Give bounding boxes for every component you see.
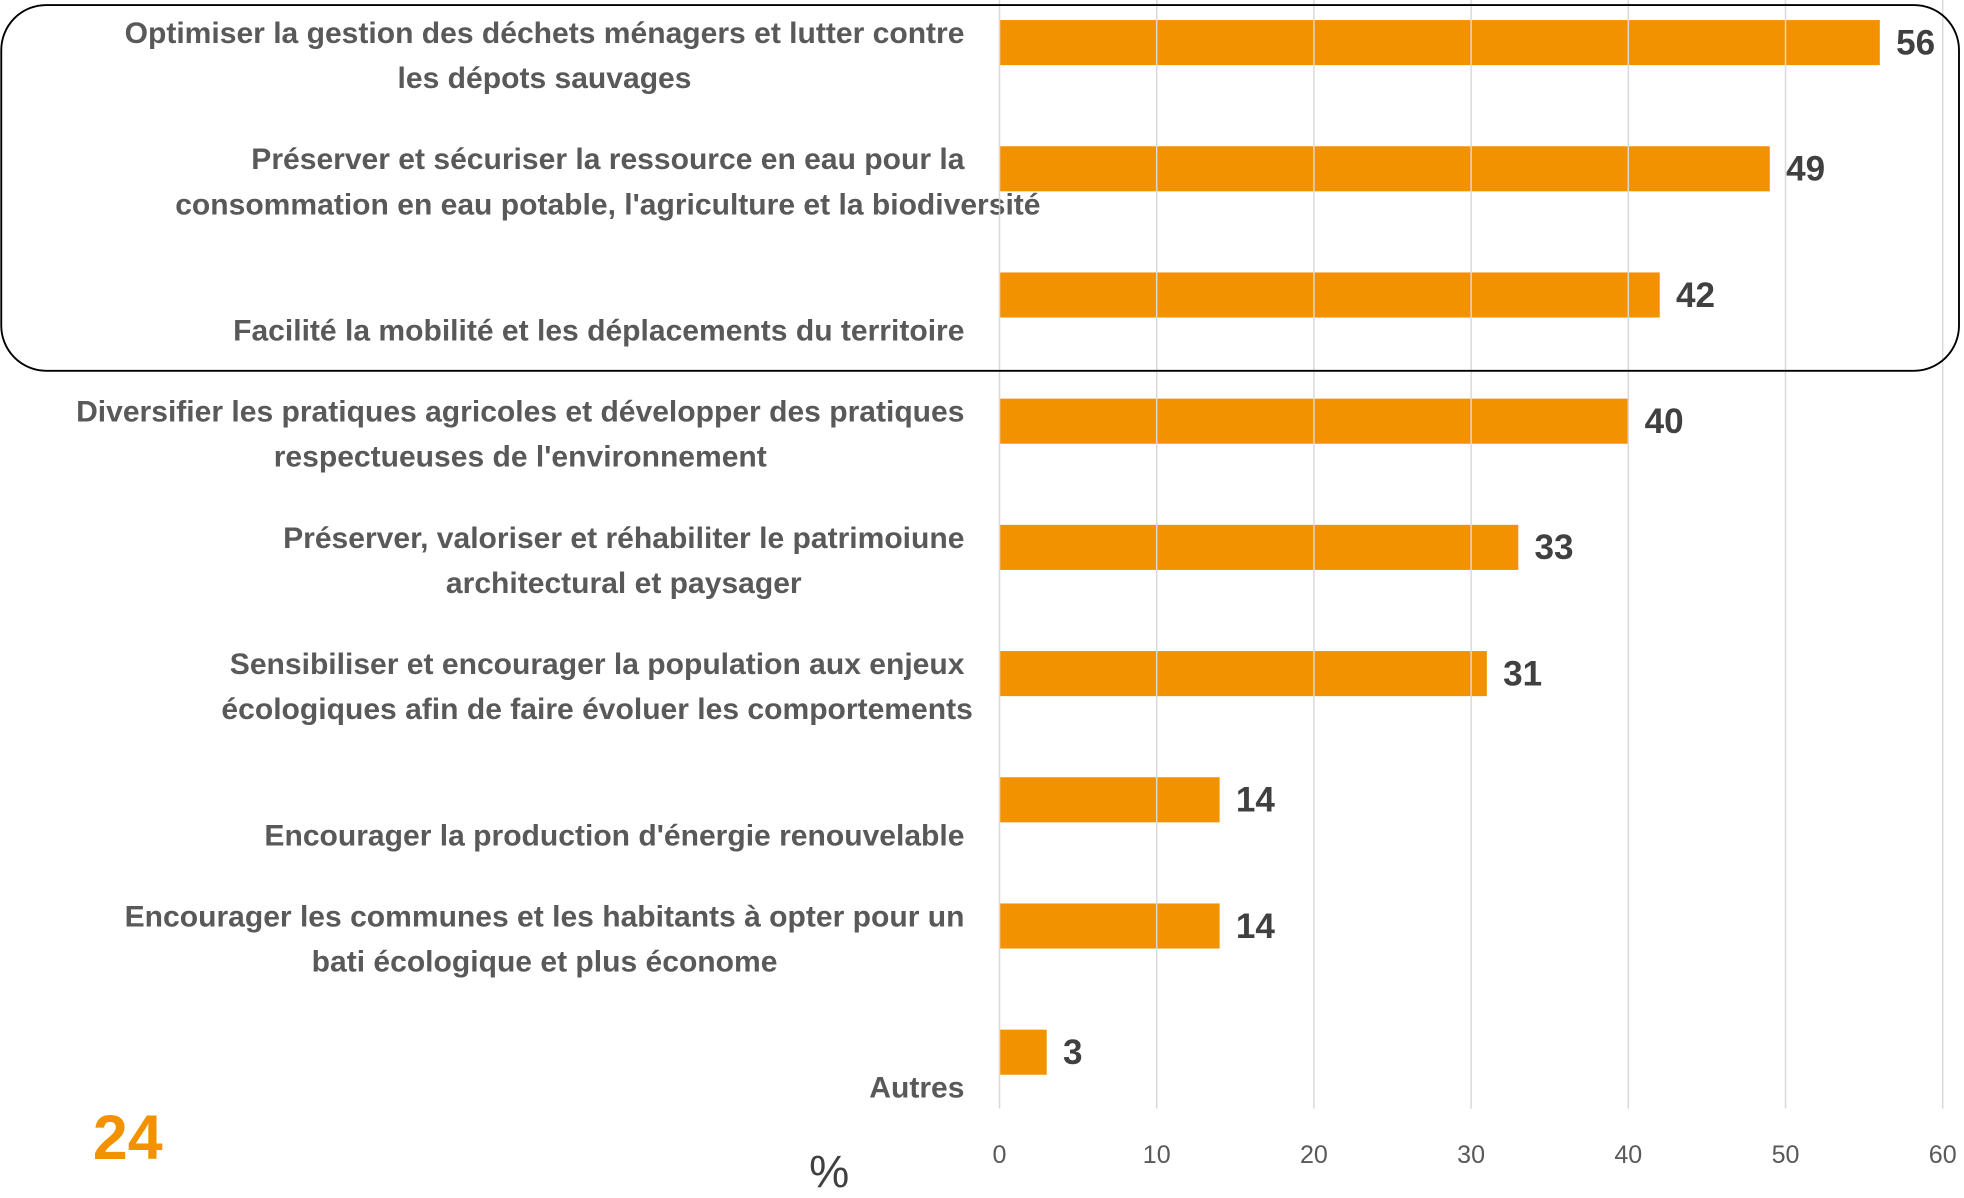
category-label: architectural et paysager xyxy=(446,567,802,600)
x-tick-label: 30 xyxy=(1457,1141,1485,1169)
value-label: 33 xyxy=(1535,528,1574,567)
x-tick-label: 50 xyxy=(1772,1141,1800,1169)
value-label: 42 xyxy=(1676,276,1715,315)
value-label: 3 xyxy=(1063,1033,1083,1072)
x-tick-label: 10 xyxy=(1143,1141,1171,1169)
x-tick-label: 0 xyxy=(993,1141,1007,1169)
category-label: respectueuses de l'environnement xyxy=(274,441,767,474)
category-label: Diversifier les pratiques agricoles et d… xyxy=(76,396,964,429)
x-axis-label: % xyxy=(809,1146,849,1197)
bar xyxy=(999,20,1880,66)
bar xyxy=(999,1029,1047,1075)
bar xyxy=(999,903,1220,949)
category-label: Préserver et sécuriser la ressource en e… xyxy=(251,143,964,176)
bar xyxy=(999,272,1660,318)
category-label: Préserver, valoriser et réhabiliter le p… xyxy=(283,522,964,555)
bar xyxy=(999,777,1220,823)
value-label: 40 xyxy=(1645,402,1684,441)
category-label: consommation en eau potable, l'agricultu… xyxy=(175,188,1040,221)
value-label: 14 xyxy=(1236,781,1275,820)
x-tick-label: 60 xyxy=(1929,1141,1957,1169)
category-label: bati écologique et plus économe xyxy=(312,946,778,979)
value-label: 56 xyxy=(1896,23,1935,62)
category-label: écologiques afin de faire évoluer les co… xyxy=(221,693,972,726)
x-tick-label: 40 xyxy=(1614,1141,1642,1169)
category-label: Sensibiliser et encourager la population… xyxy=(230,648,965,681)
category-label: Encourager la production d'énergie renou… xyxy=(264,819,964,852)
page-number: 24 xyxy=(93,1103,163,1173)
category-label: Encourager les communes et les habitants… xyxy=(125,900,965,933)
bar xyxy=(999,651,1487,697)
category-label: Facilité la mobilité et les déplacements… xyxy=(233,315,964,348)
value-label: 49 xyxy=(1786,150,1825,189)
value-label: 31 xyxy=(1503,654,1542,693)
bar xyxy=(999,146,1770,192)
category-label: Optimiser la gestion des déchets ménager… xyxy=(125,17,965,50)
category-label: Autres xyxy=(869,1072,964,1105)
x-tick-label: 20 xyxy=(1300,1141,1328,1169)
value-label: 14 xyxy=(1236,907,1275,946)
highlight-box xyxy=(0,4,1960,372)
bar xyxy=(999,524,1519,570)
category-label: les dépots sauvages xyxy=(398,62,692,95)
